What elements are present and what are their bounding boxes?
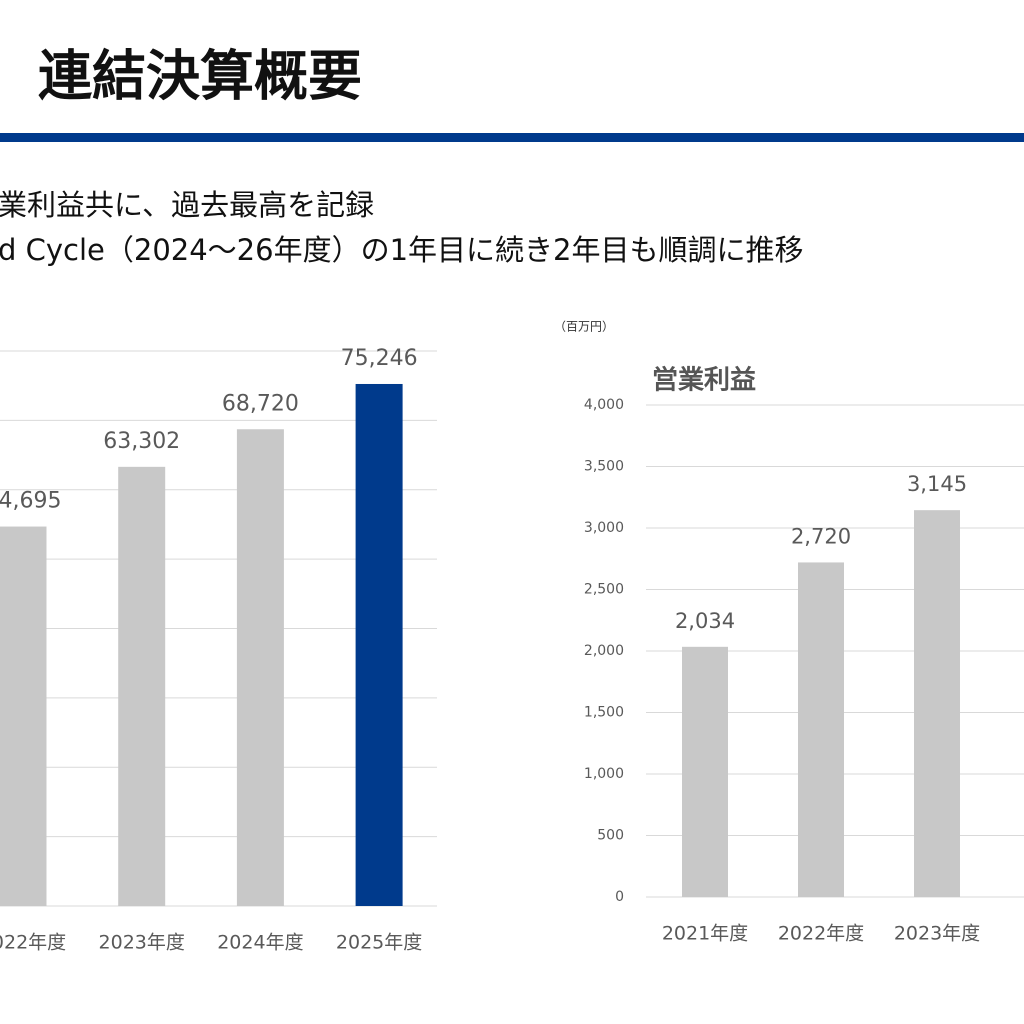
title-rule (0, 133, 1024, 142)
bar (0, 526, 47, 906)
bullet: 業利益共に、過去最高を記録 (0, 188, 374, 222)
y-tick-label: 0 (615, 889, 624, 905)
value-label: 2,720 (791, 524, 851, 548)
y-tick-label: 2,500 (584, 582, 624, 598)
bar (682, 646, 728, 897)
bar (236, 429, 284, 906)
x-tick-label: 2023年度 (99, 932, 185, 954)
value-label: 63,302 (103, 429, 180, 454)
x-tick-label: 2025年度 (336, 932, 422, 954)
y-tick-label: 3,000 (584, 520, 624, 536)
slide-title: 連結決算概要 (38, 45, 362, 108)
x-tick-label: 2021年度 (662, 923, 748, 945)
bar (118, 466, 166, 906)
y-tick-label: 4,000 (584, 397, 624, 413)
y-tick-label: 1,500 (584, 705, 624, 721)
x-tick-label: 2024年度 (217, 932, 303, 954)
value-label: 68,720 (222, 391, 299, 416)
y-tick-label: 2,000 (584, 643, 624, 659)
y-tick-label: 1,000 (584, 766, 624, 782)
y-tick-label: 3,500 (584, 459, 624, 475)
value-label: 75,246 (341, 346, 418, 371)
value-label: 3,145 (907, 472, 967, 496)
x-tick-label: 2022年度 (778, 923, 864, 945)
x-tick-label: 2023年度 (894, 923, 980, 945)
unit-label: （百万円） (554, 320, 614, 334)
value-label: 54,695 (0, 489, 61, 514)
y-tick-label: 500 (597, 828, 624, 844)
bar (798, 562, 844, 897)
bullet: d Cycle（2024～26年度）の1年目に続き2年目も順調に推移 (0, 233, 804, 267)
value-label: 2,034 (675, 609, 735, 633)
bar (914, 510, 960, 897)
x-tick-label: 2022年度 (0, 932, 66, 954)
chart-title: 営業利益 (652, 366, 756, 396)
bar (355, 383, 403, 907)
